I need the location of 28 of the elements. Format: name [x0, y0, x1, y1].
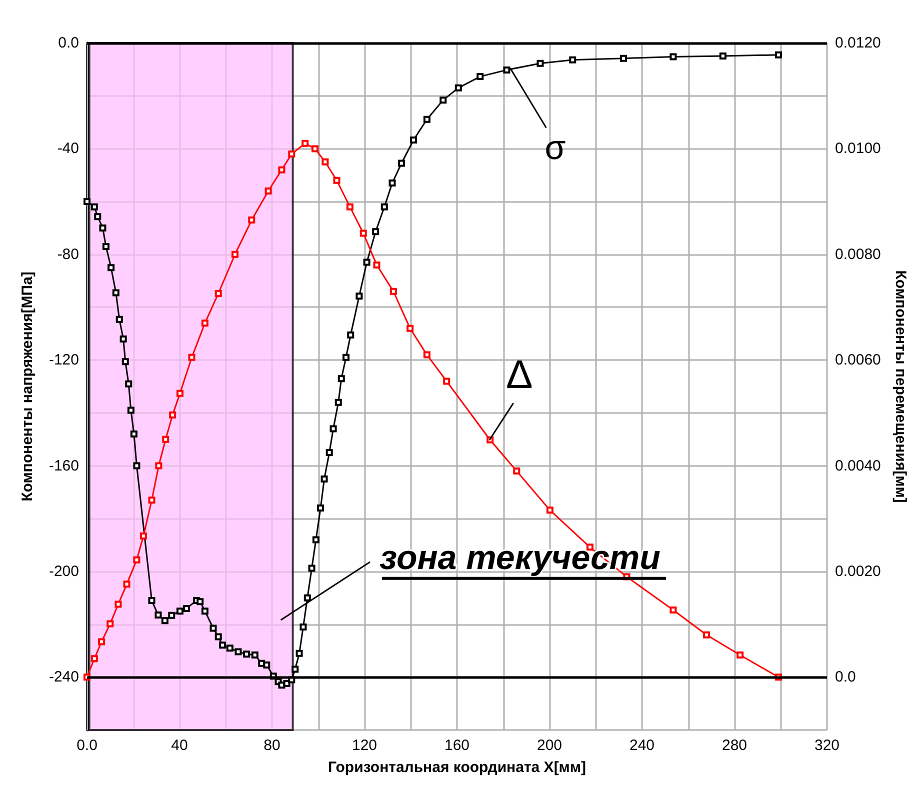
y-tick-label: -200 — [48, 562, 79, 580]
y-tick-label: -40 — [57, 140, 79, 158]
y-tick-label: 0.0 — [58, 34, 79, 52]
x-axis-title: Горизонтальная координата X[мм] — [328, 759, 586, 776]
x-tick-label: 280 — [722, 737, 748, 754]
y2-tick-label: 0.0040 — [835, 457, 881, 474]
y2-axis-title: Компоненты перемещения[мм] — [892, 270, 909, 503]
x-tick-label: 320 — [814, 737, 840, 754]
x-tick-label: 240 — [629, 737, 655, 754]
y2-tick-label: 0.0 — [835, 668, 856, 686]
y2-tick-label: 0.0120 — [835, 34, 881, 52]
x-tick-label: 80 — [264, 737, 280, 754]
y2-tick-label: 0.0020 — [835, 562, 881, 580]
x-tick-label: 160 — [444, 737, 470, 754]
y-tick-label: -160 — [48, 457, 79, 474]
y-tick-label: -120 — [48, 352, 79, 369]
annotation: Δ — [506, 353, 533, 398]
y-tick-label: -80 — [57, 246, 79, 263]
y2-tick-label: 0.0060 — [835, 352, 881, 369]
y2-tick-label: 0.0100 — [835, 140, 881, 158]
y-tick-label: -240 — [48, 668, 79, 686]
x-tick-label: 120 — [352, 737, 378, 754]
y2-tick-label: 0.0080 — [835, 246, 881, 263]
annotation: σ — [544, 129, 566, 168]
y-axis-title: Компоненты напряжения[МПа] — [19, 272, 36, 502]
x-tick-label: 200 — [536, 737, 562, 754]
x-tick-label: 0.0 — [76, 737, 98, 754]
x-tick-label: 40 — [171, 737, 188, 754]
